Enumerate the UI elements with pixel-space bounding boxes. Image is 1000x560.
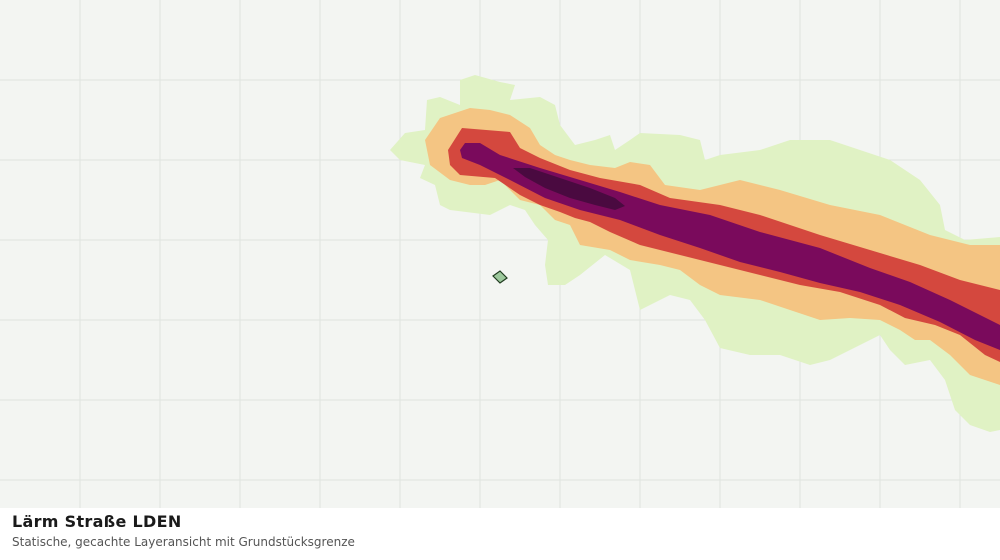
layer-title: Lärm Straße LDEN <box>12 512 182 531</box>
layer-subtitle: Statische, gecachte Layeransicht mit Gru… <box>12 535 355 549</box>
parcel-boundary <box>492 270 508 284</box>
map-view <box>0 0 1000 508</box>
noise-zone-extreme <box>513 168 625 210</box>
caption: Lärm Straße LDEN Statische, gecachte Lay… <box>12 512 988 549</box>
